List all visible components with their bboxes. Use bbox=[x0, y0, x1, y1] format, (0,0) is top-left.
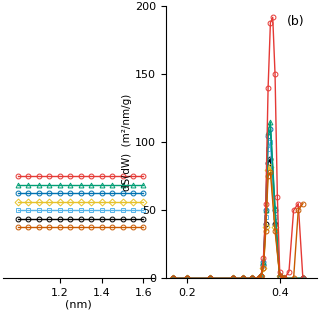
Text: (b): (b) bbox=[287, 14, 305, 28]
Y-axis label: dS(dW)  (m²/nm/g): dS(dW) (m²/nm/g) bbox=[123, 94, 132, 191]
X-axis label: (nm): (nm) bbox=[65, 300, 92, 309]
